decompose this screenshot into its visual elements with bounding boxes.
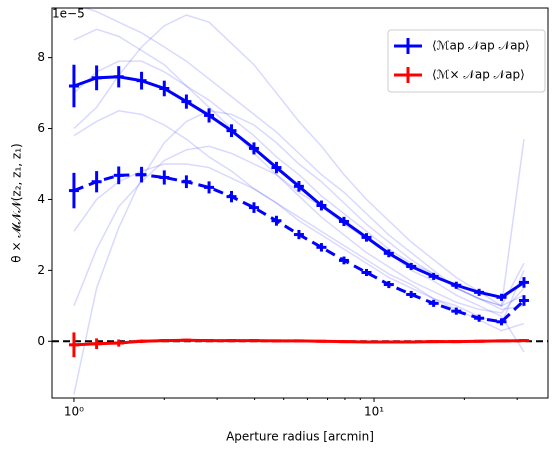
realization-line bbox=[73, 14, 525, 308]
legend: ⟨ℳap 𝒩ap 𝒩ap⟩ ⟨ℳ× 𝒩ap 𝒩ap⟩ bbox=[387, 29, 546, 93]
legend-label: ⟨ℳap 𝒩ap 𝒩ap⟩ bbox=[432, 39, 530, 53]
y-tick-label: 2 bbox=[37, 263, 45, 277]
realization-line bbox=[73, 28, 525, 314]
x-axis-label: Aperture radius [arcmin] bbox=[226, 430, 374, 444]
plot-area bbox=[52, 8, 548, 395]
realization-line bbox=[73, 163, 525, 332]
legend-label: ⟨ℳ× 𝒩ap 𝒩ap⟩ bbox=[432, 68, 525, 82]
x-tick-label: 10¹ bbox=[364, 405, 384, 419]
y-tick-label: 4 bbox=[37, 192, 45, 206]
y-tick-label: 0 bbox=[37, 334, 45, 348]
realization-line bbox=[73, 110, 525, 325]
y-axis-label: θ × 𝓜𝓝𝓝(z₂, z₁, z₁) bbox=[10, 143, 24, 262]
axes-frame bbox=[51, 7, 549, 399]
y-tick-label: 8 bbox=[37, 50, 45, 64]
x-tick-label: 10⁰ bbox=[64, 405, 84, 419]
y-tick-label: 6 bbox=[37, 121, 45, 135]
realization-line bbox=[73, 145, 525, 353]
legend-box bbox=[387, 29, 546, 93]
offset-label: 1e−5 bbox=[52, 7, 85, 21]
